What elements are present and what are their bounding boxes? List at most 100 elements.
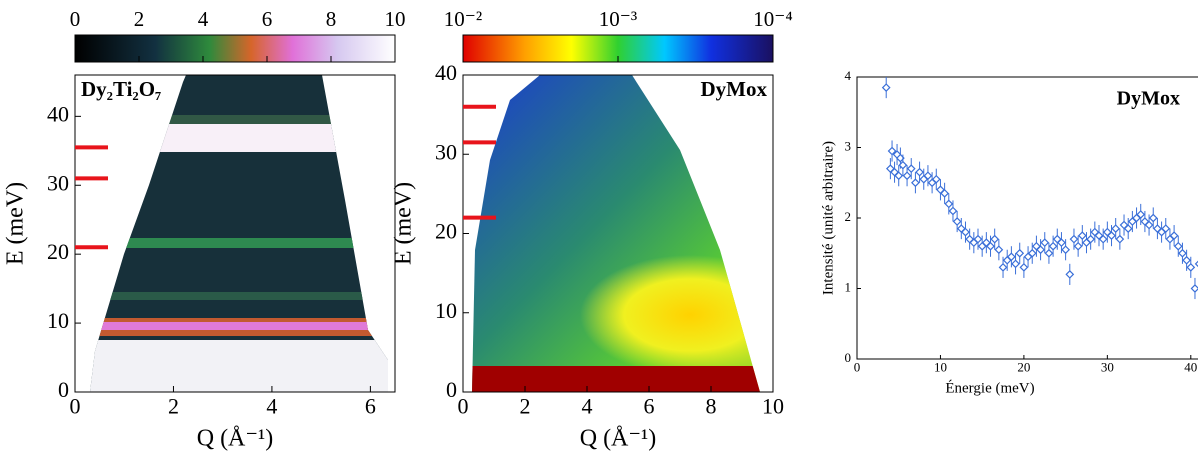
data-point xyxy=(1123,224,1133,233)
data-point xyxy=(1173,241,1183,251)
y-tick-label: 3 xyxy=(845,138,852,153)
colorbar-tick-label: 10⁻³ xyxy=(599,7,637,31)
x-tick-label: 8 xyxy=(706,394,717,419)
colorbar-tick-label: 0 xyxy=(70,7,81,31)
x-tick-label: 20 xyxy=(1017,360,1030,375)
data-point xyxy=(998,262,1008,272)
data-point xyxy=(1036,245,1045,255)
x-tick-label: 30 xyxy=(1101,360,1114,375)
data-point xyxy=(1161,224,1171,233)
colorbar-tick-label: 4 xyxy=(198,7,209,31)
data-point xyxy=(1136,210,1146,219)
data-point xyxy=(1073,241,1083,251)
data-point xyxy=(1107,231,1116,241)
x-tick-label: 2 xyxy=(168,394,179,419)
data-point xyxy=(940,188,950,198)
data-point xyxy=(911,178,920,188)
data-point xyxy=(1111,224,1121,233)
panel-label: Dy₂Ti₂O₇ xyxy=(81,77,161,101)
y-axis-label: Intensité (unité arbitraire) xyxy=(820,141,836,295)
y-tick-label: 20 xyxy=(435,219,457,244)
y-tick-label: 0 xyxy=(446,377,457,402)
colorbar-tick-label: 10⁻⁴ xyxy=(753,7,792,31)
y-tick-label: 40 xyxy=(435,60,457,85)
data-point xyxy=(1065,270,1075,279)
y-tick-label: 10 xyxy=(47,308,69,333)
plot-frame xyxy=(74,74,396,393)
x-tick-label: 4 xyxy=(582,394,593,419)
panel-label: DyMox xyxy=(1117,88,1180,110)
data-point xyxy=(1169,231,1179,241)
data-point xyxy=(1148,213,1158,223)
x-axis-label: Q (Å⁻¹) xyxy=(197,426,274,452)
data-point xyxy=(1048,241,1058,251)
data-point xyxy=(952,217,962,226)
data-point xyxy=(1144,220,1154,230)
data-point xyxy=(1194,259,1198,269)
colorbar-tick-label: 10⁻² xyxy=(444,7,482,31)
x-tick-label: 0 xyxy=(70,394,81,419)
x-tick-label: 2 xyxy=(520,394,531,419)
data-point xyxy=(944,199,954,209)
data-point xyxy=(1178,248,1187,258)
colorbar xyxy=(74,34,396,63)
data-point xyxy=(881,83,891,92)
data-point xyxy=(894,171,904,181)
x-tick-label: 10 xyxy=(762,394,784,419)
data-point xyxy=(887,146,897,156)
data-point xyxy=(1098,234,1108,244)
colorbar-tick-label: 8 xyxy=(326,7,337,31)
data-point xyxy=(915,167,924,177)
heatmap xyxy=(472,75,760,392)
y-tick-label: 30 xyxy=(47,170,69,195)
data-point xyxy=(1069,234,1079,244)
data-point xyxy=(1057,238,1066,248)
data-point xyxy=(1115,234,1125,244)
panel-label: DyMox xyxy=(701,77,768,101)
data-point xyxy=(1086,234,1096,244)
x-tick-label: 40 xyxy=(1184,360,1197,375)
data-point xyxy=(1186,262,1196,272)
y-tick-label: 30 xyxy=(435,139,457,164)
y-tick-label: 40 xyxy=(47,101,69,126)
x-tick-label: 0 xyxy=(458,394,469,419)
x-tick-label: 6 xyxy=(644,394,655,419)
data-point xyxy=(986,241,995,251)
x-tick-label: 10 xyxy=(934,360,947,375)
data-point xyxy=(1061,245,1071,255)
data-point xyxy=(1182,255,1192,265)
x-axis-label: Énergie (meV) xyxy=(945,379,1034,396)
y-tick-label: 2 xyxy=(845,209,852,224)
data-point xyxy=(1027,248,1037,258)
data-point xyxy=(973,234,983,244)
data-point xyxy=(990,234,1000,244)
heatmap xyxy=(90,75,388,392)
data-point xyxy=(923,171,933,181)
colorbar-tick-label: 6 xyxy=(262,7,273,31)
y-axis-label: E (meV) xyxy=(391,182,417,265)
x-tick-label: 0 xyxy=(854,360,861,375)
data-point xyxy=(1019,262,1029,272)
y-tick-label: 20 xyxy=(47,239,69,264)
data-point xyxy=(906,164,916,174)
data-point xyxy=(902,171,912,181)
data-point xyxy=(931,174,941,184)
y-tick-label: 1 xyxy=(845,279,852,294)
data-point xyxy=(1040,238,1050,248)
y-tick-label: 4 xyxy=(845,68,852,83)
x-axis-label: Q (Å⁻¹) xyxy=(580,426,657,452)
data-point xyxy=(1015,248,1025,258)
data-point xyxy=(1011,259,1020,269)
data-point xyxy=(1190,284,1198,293)
data-point xyxy=(948,206,958,216)
data-point xyxy=(896,153,905,163)
y-tick-label: 0 xyxy=(58,377,69,402)
data-point xyxy=(1077,231,1087,241)
colorbar-tick-label: 10 xyxy=(385,7,406,31)
colorbar-tick-label: 2 xyxy=(134,7,145,31)
y-axis-label: E (meV) xyxy=(3,182,29,265)
data-point xyxy=(994,245,1004,255)
x-tick-label: 4 xyxy=(266,394,277,419)
